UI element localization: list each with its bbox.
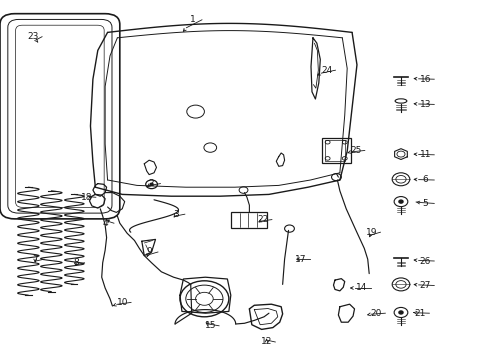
Circle shape (150, 183, 153, 185)
Text: 4: 4 (102, 219, 108, 228)
Text: 25: 25 (349, 146, 361, 155)
Text: 19: 19 (365, 228, 377, 237)
Text: 11: 11 (419, 150, 430, 159)
Text: 6: 6 (422, 175, 427, 184)
Text: 18: 18 (81, 193, 93, 202)
Text: 21: 21 (414, 309, 426, 318)
Text: 8: 8 (73, 258, 79, 267)
Text: 23: 23 (27, 32, 39, 41)
Text: 27: 27 (419, 281, 430, 290)
Text: 1: 1 (190, 15, 196, 24)
Circle shape (398, 200, 402, 203)
Text: 3: 3 (173, 210, 179, 219)
Text: 17: 17 (294, 255, 306, 264)
Text: 9: 9 (146, 247, 152, 256)
Text: 13: 13 (419, 100, 430, 109)
Text: 22: 22 (257, 215, 268, 224)
Text: 2: 2 (148, 179, 154, 188)
Text: 16: 16 (419, 75, 430, 84)
Text: 7: 7 (32, 255, 38, 264)
Text: 24: 24 (320, 66, 332, 75)
Text: 12: 12 (260, 338, 272, 346)
Text: 20: 20 (370, 309, 382, 318)
Text: 5: 5 (422, 199, 427, 208)
Text: 14: 14 (355, 284, 367, 292)
Text: 26: 26 (419, 256, 430, 266)
Circle shape (398, 311, 402, 314)
Text: 15: 15 (204, 321, 216, 330)
Text: 10: 10 (116, 298, 128, 307)
